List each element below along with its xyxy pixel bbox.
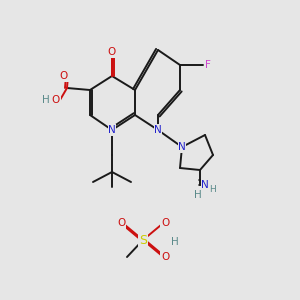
Text: N: N	[108, 125, 116, 135]
Text: S: S	[139, 233, 147, 247]
Text: N: N	[201, 180, 209, 190]
Text: H: H	[210, 184, 216, 194]
Text: O: O	[60, 71, 68, 81]
Text: O: O	[161, 218, 169, 228]
Text: O: O	[108, 47, 116, 57]
Text: N: N	[154, 125, 162, 135]
Text: O: O	[117, 218, 125, 228]
Text: O: O	[52, 95, 60, 105]
Text: O: O	[161, 252, 169, 262]
Text: H: H	[171, 237, 179, 247]
Text: F: F	[205, 60, 211, 70]
Text: N: N	[178, 142, 186, 152]
Text: H: H	[42, 95, 50, 105]
Text: H: H	[194, 190, 202, 200]
